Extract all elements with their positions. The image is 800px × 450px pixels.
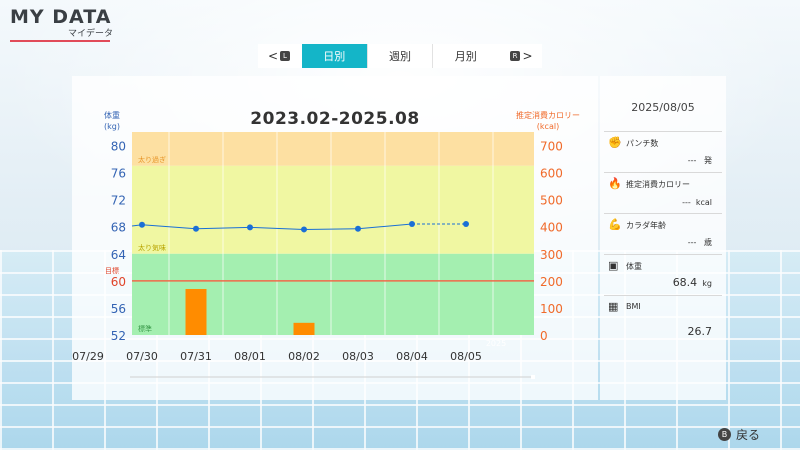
punch-count-unit: 発 <box>704 156 712 165</box>
page-subtitle: マイデータ <box>68 29 114 39</box>
weight-point <box>409 221 415 228</box>
scroll-thumb[interactable] <box>531 375 535 379</box>
weight-point <box>463 221 469 228</box>
weight-label: 体重 <box>626 262 642 271</box>
target-label: 目標 <box>105 266 119 275</box>
l-button-icon: L <box>280 51 290 61</box>
chart-title: 2023.02-2025.08 <box>250 109 420 129</box>
b-button-icon: B <box>718 428 731 441</box>
zone-label-over: 太り過ぎ <box>138 155 166 164</box>
left-axis-unit: (kg) <box>104 122 120 131</box>
period-tabs: < L 日別 週別 月別 R > <box>258 44 542 68</box>
weight-point <box>301 226 307 233</box>
bmi-row: ▦ BMI 26.7 <box>604 295 722 344</box>
left-tick-label: 56 <box>111 302 126 316</box>
weight-unit: kg <box>702 279 712 288</box>
left-tick-label: 60 <box>111 275 126 289</box>
calorie-bar <box>293 322 315 335</box>
calorie-bar <box>185 288 207 335</box>
right-tick-label: 300 <box>540 248 563 262</box>
left-tick-label: 68 <box>111 221 126 235</box>
weight-value: 68.4 <box>672 276 698 289</box>
year-label: 2025 <box>486 339 506 348</box>
flame-icon: 🔥 <box>608 177 622 190</box>
next-period-button[interactable]: R > <box>498 44 542 68</box>
x-tick-label: 08/04 <box>396 350 428 363</box>
weight-point <box>247 224 253 231</box>
tab-monthly[interactable]: 月別 <box>432 44 498 68</box>
punch-count-value: --- <box>687 156 697 165</box>
left-tick-label: 52 <box>111 329 126 343</box>
right-tick-label: 0 <box>540 329 548 343</box>
zone-band-1 <box>132 165 534 254</box>
right-tick-label: 400 <box>540 221 563 235</box>
bmi-value: 26.7 <box>687 325 713 338</box>
weight-point <box>355 225 361 232</box>
right-axis-title: 推定消費カロリー <box>516 110 580 120</box>
calories-label: 推定消費カロリー <box>626 180 690 189</box>
weight-row: ▣ 体重 68.4 kg <box>604 254 722 295</box>
x-tick-label: 07/29 <box>72 350 104 363</box>
weight-point <box>193 225 199 232</box>
back-label: 戻る <box>736 428 761 442</box>
weight-point <box>139 221 145 228</box>
scale-icon: ▣ <box>608 259 619 272</box>
weight-calorie-chart: 80 76 72 68 64 60 56 52 700 600 500 400 300 200 100 0 0… <box>72 110 580 379</box>
body-age-label: カラダ年齢 <box>626 221 666 230</box>
fist-icon: ✊ <box>608 136 622 149</box>
back-button[interactable]: B 戻る <box>718 426 760 443</box>
chart-panel: 2023.02-2025.08 80 76 72 68 64 60 56 52 700 600 50… <box>72 76 598 400</box>
x-tick-label: 08/03 <box>342 350 374 363</box>
detail-panel: 2025/08/05 ✊ パンチ数 --- 発 🔥 推定消費カロリー --- k… <box>600 76 726 400</box>
selected-date: 2025/08/05 <box>631 101 695 114</box>
punch-count-label: パンチ数 <box>626 139 659 148</box>
calories-value: --- <box>682 198 691 207</box>
x-tick-label: 08/01 <box>234 350 266 363</box>
zone-band-0 <box>132 132 534 166</box>
bmi-label: BMI <box>626 302 641 311</box>
calories-unit: kcal <box>695 198 712 207</box>
weight-line-segment <box>357 223 413 230</box>
body-age-row: 💪 カラダ年齢 --- 歳 <box>604 213 722 254</box>
left-axis-title: 体重 <box>104 110 120 120</box>
body-age-unit: 歳 <box>704 238 712 247</box>
weight-line-segment <box>249 226 305 230</box>
title-underline <box>10 40 110 42</box>
page-title: MY DATA <box>10 6 112 28</box>
x-tick-label: 08/05 <box>450 350 482 363</box>
prev-period-button[interactable]: < L <box>258 44 302 68</box>
left-tick-label: 76 <box>111 167 126 181</box>
left-tick-label: 80 <box>111 140 126 154</box>
zone-label-standard: 標準 <box>138 324 152 333</box>
punch-count-row: ✊ パンチ数 --- 発 <box>604 131 722 172</box>
calculator-icon: ▦ <box>608 300 619 313</box>
page-header: MY DATA マイデータ <box>10 6 113 42</box>
weight-line-segment <box>195 226 251 230</box>
tab-weekly[interactable]: 週別 <box>366 44 433 68</box>
zone-label-slightly-over: 太り気味 <box>138 243 166 252</box>
x-tick-label: 08/02 <box>288 350 320 363</box>
body-age-value: --- <box>687 238 697 247</box>
chevron-left-icon: < <box>267 49 278 63</box>
tab-daily[interactable]: 日別 <box>301 44 367 68</box>
right-tick-label: 700 <box>540 140 563 154</box>
left-tick-label: 72 <box>111 194 126 208</box>
right-tick-label: 500 <box>540 194 563 208</box>
x-tick-label: 07/30 <box>126 350 158 363</box>
right-tick-label: 600 <box>540 167 563 181</box>
left-tick-label: 64 <box>111 248 126 262</box>
r-button-icon: R <box>509 51 521 61</box>
right-tick-label: 200 <box>540 275 563 289</box>
muscle-icon: 💪 <box>608 218 622 231</box>
right-axis-unit: (kcal) <box>537 122 559 131</box>
right-tick-label: 100 <box>540 302 563 316</box>
chevron-right-icon: > <box>522 49 533 63</box>
x-tick-label: 07/31 <box>180 350 212 363</box>
weight-line-segment <box>303 228 359 230</box>
weight-line-segment <box>141 224 197 230</box>
calories-row: 🔥 推定消費カロリー --- kcal <box>604 172 722 213</box>
